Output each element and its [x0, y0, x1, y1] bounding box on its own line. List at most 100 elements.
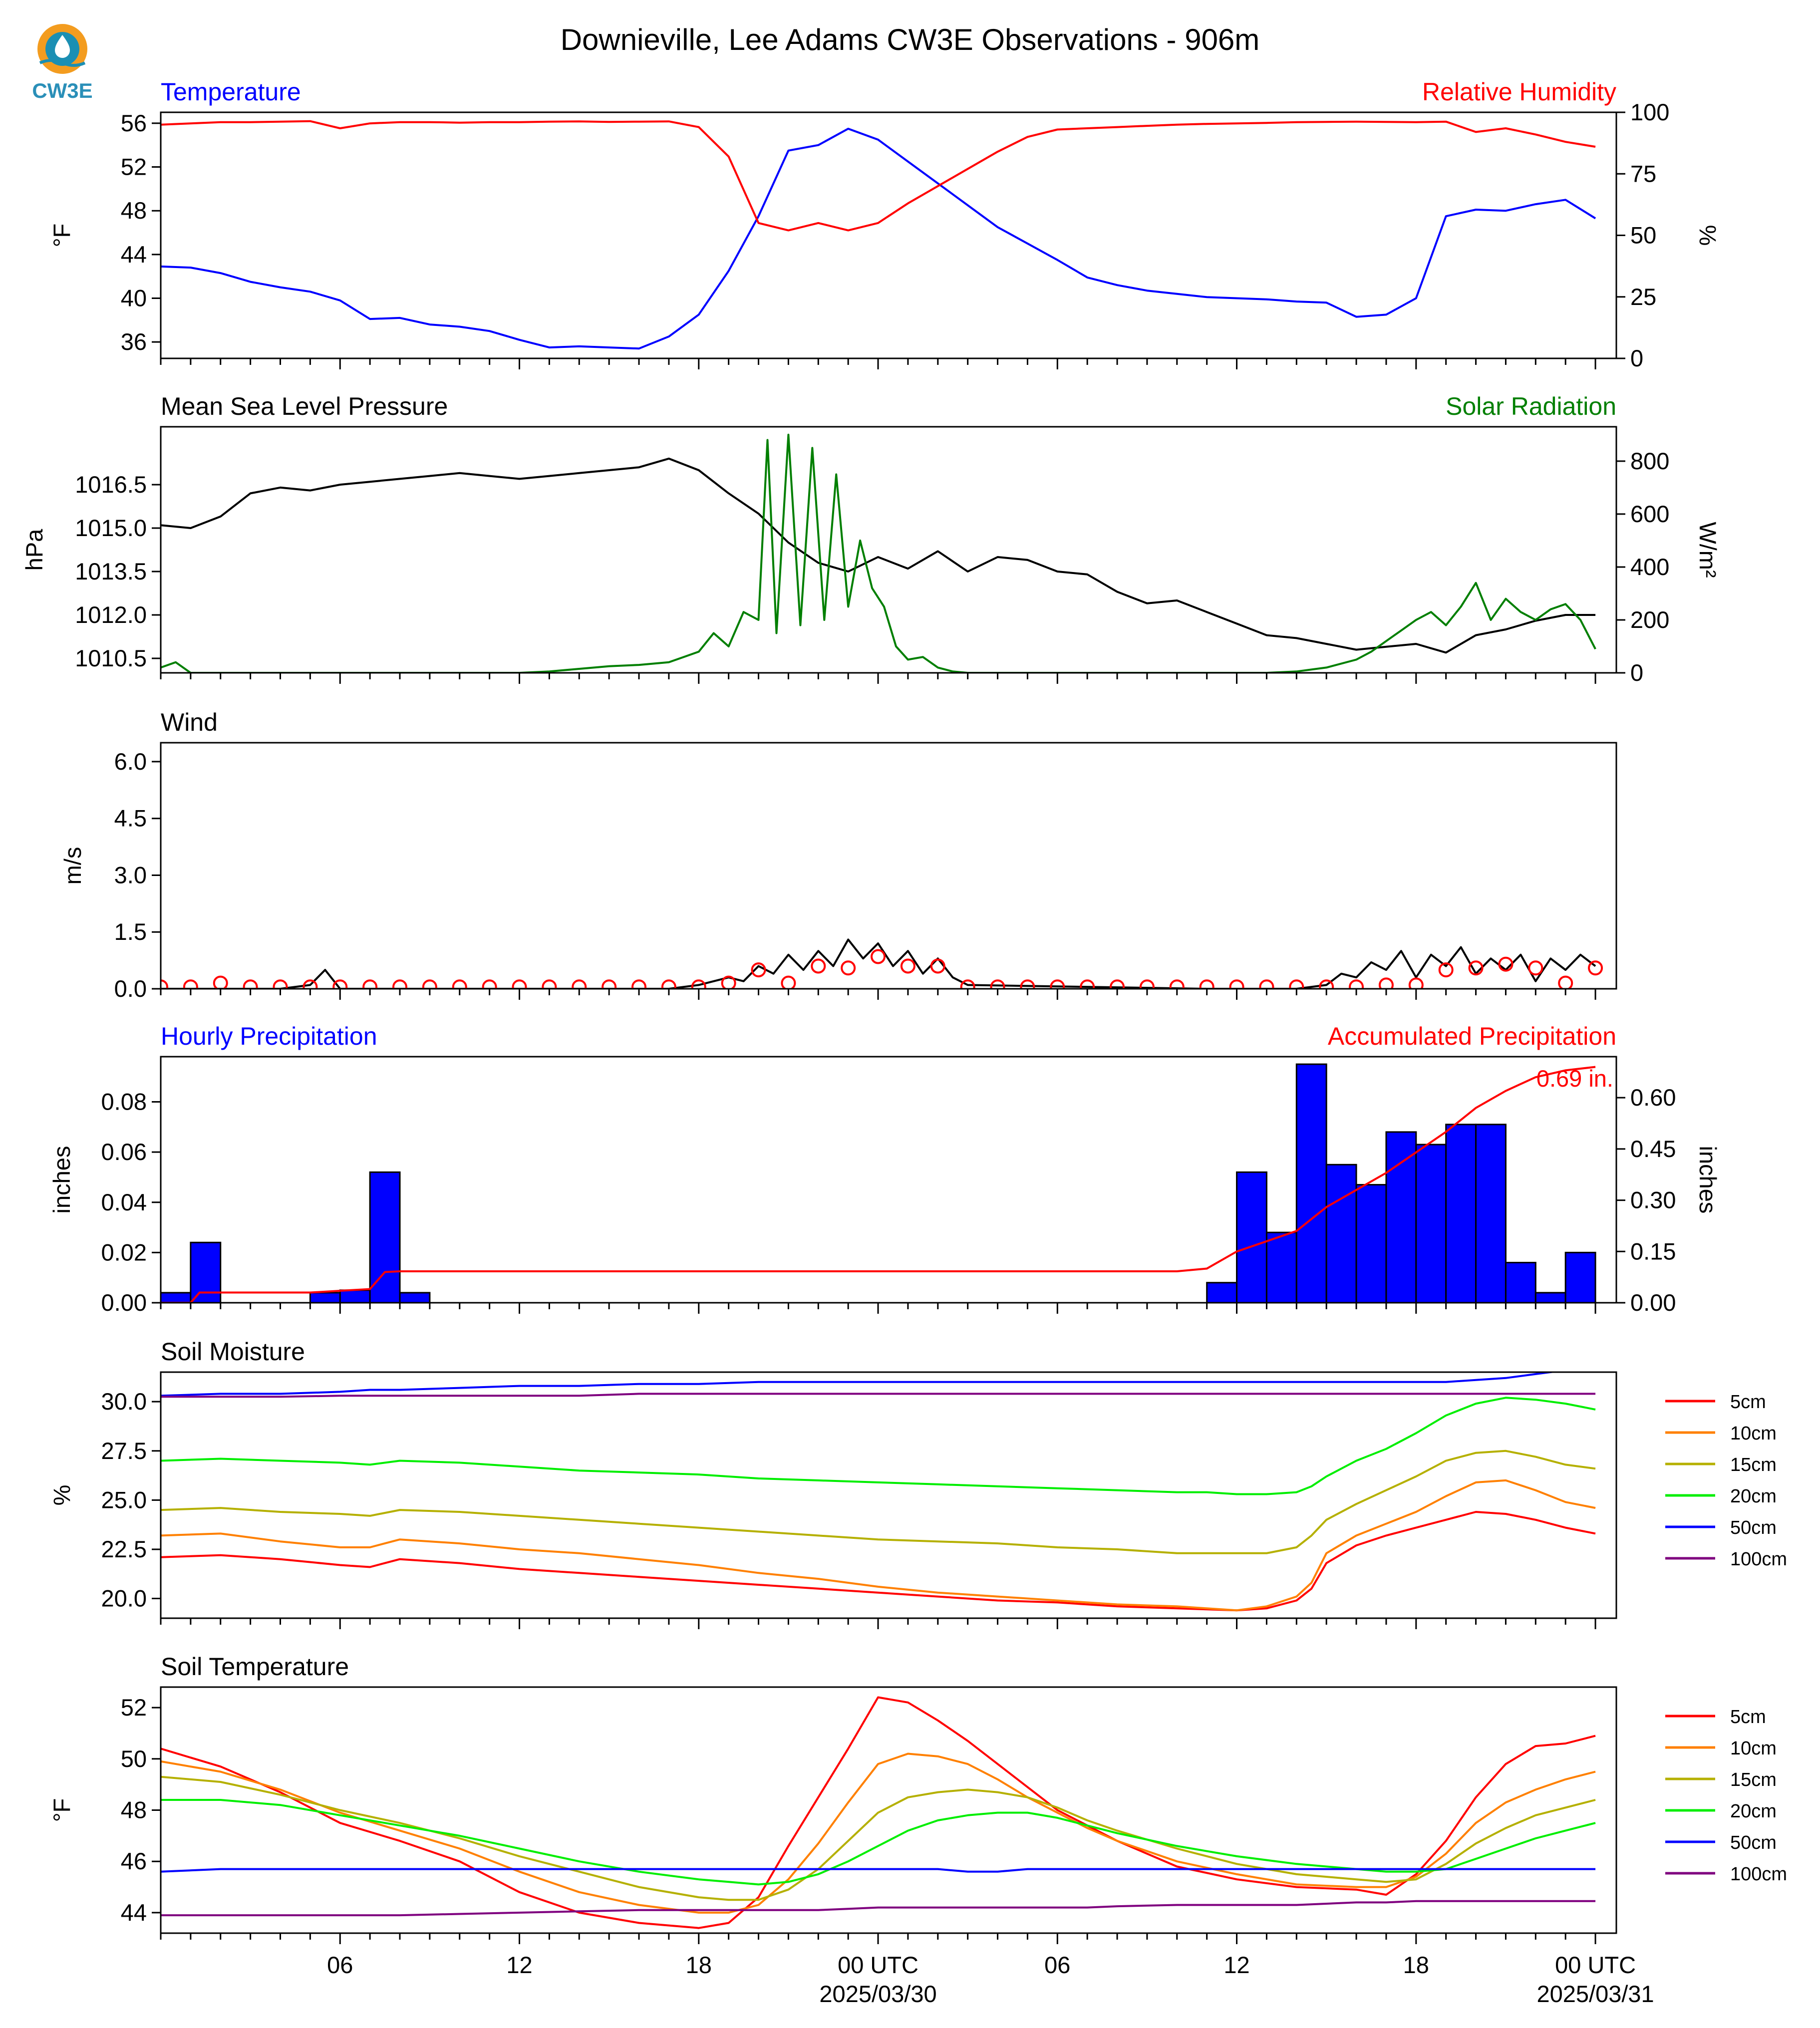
- precip-bar: [1265, 1231, 1297, 1303]
- y-tick-label-right: 100: [1630, 99, 1669, 125]
- y-tick-label: 25.0: [101, 1486, 147, 1513]
- series-line: [161, 1775, 1596, 1901]
- gust-marker: [1468, 960, 1484, 976]
- gust-marker: [1110, 979, 1125, 989]
- series-line: [161, 1397, 1596, 1495]
- precip-bar: [399, 1292, 431, 1303]
- series-line: [161, 1752, 1596, 1914]
- y-axis-label: inches: [48, 1146, 75, 1214]
- gust-marker: [213, 975, 228, 989]
- legend-label: 10cm: [1730, 1738, 1777, 1759]
- gust-marker: [990, 979, 1005, 989]
- y-tick-label: 0.08: [101, 1089, 147, 1115]
- gust-marker: [900, 958, 915, 974]
- series-line: [161, 1868, 1596, 1873]
- gust-marker: [1498, 956, 1514, 972]
- panel-precipitation: Hourly Precipitation Accumulated Precipit…: [48, 1022, 1721, 1316]
- y-tick-label-right: 400: [1630, 554, 1669, 580]
- series-line: [161, 1479, 1596, 1612]
- panel-title-left: Soil Temperature: [161, 1653, 349, 1681]
- y-tick-label: 46: [121, 1848, 147, 1874]
- plot-area: [161, 938, 1603, 989]
- gust-marker: [183, 979, 198, 989]
- legend-label: 50cm: [1730, 1832, 1777, 1853]
- precip-bar: [309, 1292, 341, 1303]
- legend-label: 50cm: [1730, 1517, 1777, 1538]
- y-tick-label: 56: [121, 110, 147, 136]
- figure-title: Downieville, Lee Adams CW3E Observations…: [561, 23, 1260, 56]
- series-line: [161, 1900, 1596, 1917]
- precip-bar: [1206, 1282, 1238, 1303]
- y-tick-label: 1.5: [114, 918, 147, 945]
- y-tick-label-right: 0.00: [1630, 1289, 1676, 1316]
- y-tick-label: 0.02: [101, 1239, 147, 1265]
- logo-wave-icon: [39, 59, 86, 67]
- y-tick-label: 27.5: [101, 1438, 147, 1464]
- gust-marker: [1289, 979, 1304, 989]
- gust-marker: [1408, 977, 1424, 989]
- plot-area: [161, 1372, 1596, 1612]
- panel-title-left: Mean Sea Level Pressure: [161, 392, 448, 420]
- panel-frame: [160, 1686, 1617, 1934]
- y-tick-label: 1013.5: [75, 558, 147, 584]
- series-line: [161, 433, 1596, 673]
- panel-title-left: Wind: [161, 708, 218, 736]
- gust-marker: [661, 979, 676, 989]
- gust-marker: [332, 979, 348, 989]
- panel-frame: [160, 1371, 1617, 1619]
- legend-label: 15cm: [1730, 1769, 1777, 1790]
- y-tick-label: 44: [121, 1899, 147, 1926]
- precip-bar: [1385, 1131, 1417, 1303]
- y-axis-label-right: %: [1695, 225, 1721, 246]
- y-tick-label: 1012.0: [75, 601, 147, 628]
- panel-temperature-humidity: Temperature Relative Humidity °F % 36 40 44 48 5…: [48, 78, 1721, 371]
- accumulated-line: [161, 1066, 1596, 1303]
- panel-title-left: Temperature: [161, 78, 301, 106]
- legend: 5cm 10cm 15cm 20cm 50cm 100cm: [1665, 1707, 1787, 1885]
- y-tick-label: 0.0: [114, 975, 147, 1002]
- gust-marker: [452, 979, 467, 989]
- panel-title-right: Solar Radiation: [1446, 392, 1616, 420]
- accumulated-annotation: 0.69 in.: [1536, 1065, 1613, 1092]
- y-tick-label-right: 25: [1630, 284, 1656, 310]
- gust-marker: [303, 979, 318, 989]
- precip-bar: [190, 1241, 222, 1303]
- legend-label: 5cm: [1730, 1707, 1766, 1728]
- x-tick-date-label: 2025/03/31: [1536, 1981, 1654, 2007]
- x-tick-label: 06: [327, 1952, 353, 1978]
- gust-marker: [841, 960, 856, 976]
- y-tick-label: 52: [121, 1694, 147, 1721]
- precip-bar: [1534, 1292, 1566, 1303]
- series-line: [161, 127, 1596, 350]
- y-tick-label: 1016.5: [75, 471, 147, 498]
- gust-marker: [1259, 979, 1274, 989]
- gust-marker: [1588, 960, 1603, 976]
- precip-bar: [1355, 1184, 1387, 1303]
- y-tick-label: 0.06: [101, 1139, 147, 1165]
- logo-drop-icon: [55, 35, 70, 58]
- panel-title-left: Soil Moisture: [161, 1338, 305, 1366]
- panel-soil-temperature: Soil Temperature °F 44 46 48 50 52 5cm 10cm 15cm 2…: [48, 1653, 1787, 1944]
- gust-marker: [1558, 975, 1573, 989]
- y-tick-label: 40: [121, 285, 147, 311]
- y-tick-label: 0.04: [101, 1189, 147, 1215]
- y-tick-label-right: 0.15: [1630, 1238, 1676, 1264]
- panel-frame: [160, 426, 1617, 674]
- legend-label: 100cm: [1730, 1549, 1787, 1570]
- gust-marker: [1020, 979, 1035, 989]
- y-axis-label: °F: [48, 224, 75, 248]
- series-line: [161, 938, 1596, 989]
- x-tick-label: 00 UTC: [838, 1952, 918, 1978]
- series-line: [161, 1511, 1596, 1612]
- precip-bar: [1564, 1251, 1596, 1303]
- y-tick-label-right: 800: [1630, 448, 1669, 474]
- y-tick-label: 48: [121, 1797, 147, 1823]
- y-tick-label-right: 200: [1630, 606, 1669, 633]
- panels: Temperature Relative Humidity °F % 36 40 44 48 5…: [21, 78, 1787, 2007]
- y-tick-label: 1015.0: [75, 515, 147, 541]
- panel-frame: [160, 111, 1617, 359]
- time-axis: 06 12 18 00 UTC 2025/03/30 06 12 18 00 UTC 2025/0…: [327, 1952, 1654, 2007]
- panel-title-right: Accumulated Precipitation: [1328, 1022, 1616, 1050]
- gust-marker: [1080, 979, 1095, 989]
- panel-frame: [160, 1056, 1617, 1304]
